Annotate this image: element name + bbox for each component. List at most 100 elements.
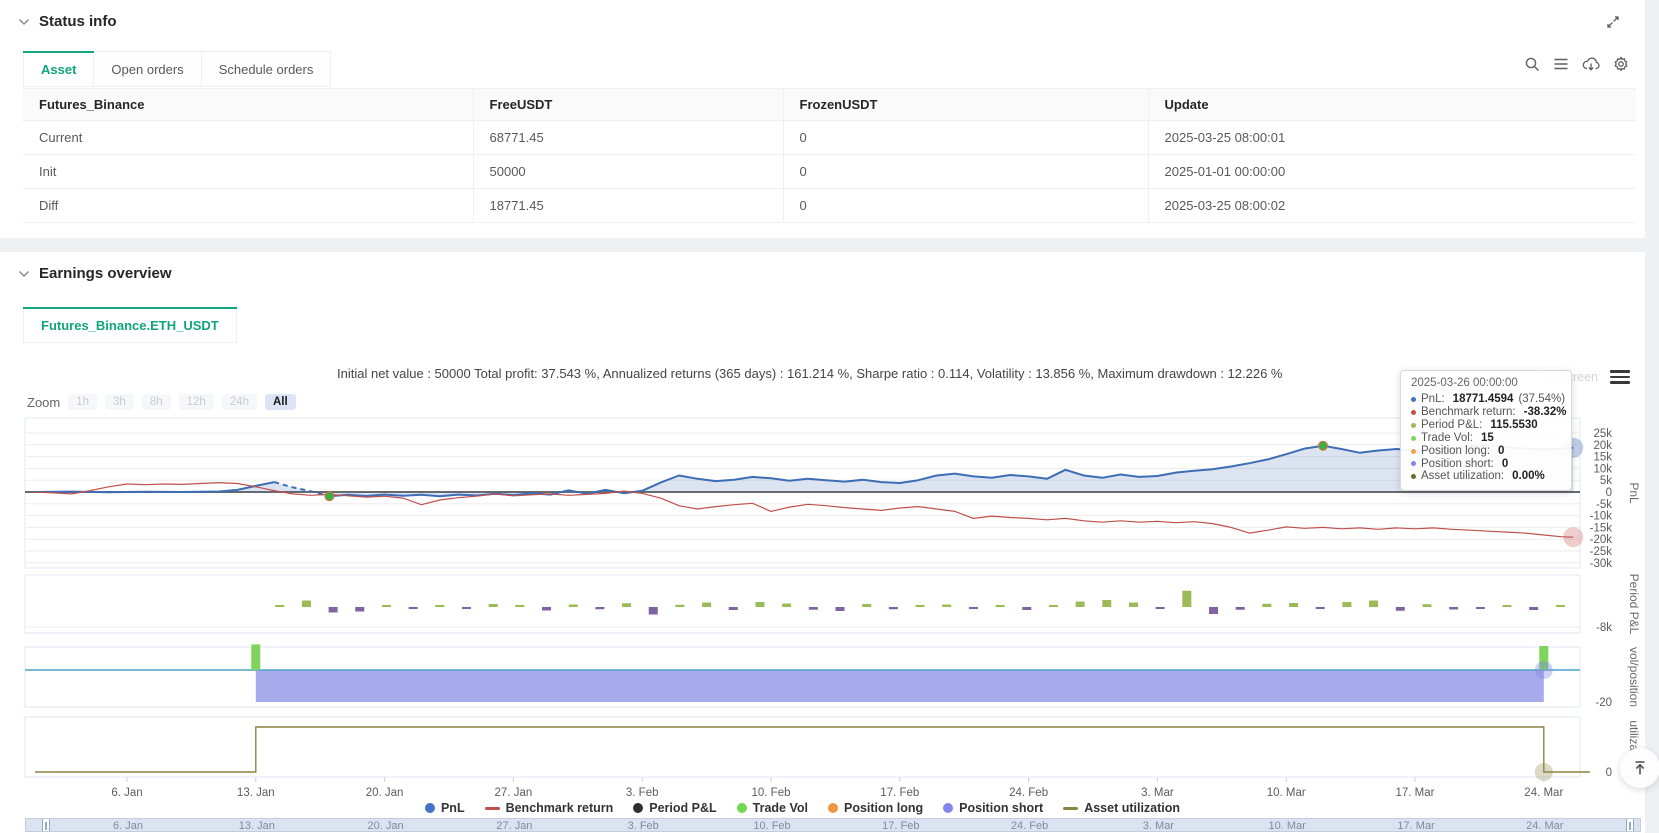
zoom-button-1h[interactable]: 1h [68,394,98,410]
legend-label: Position short [959,801,1044,815]
collapse-chevron-icon[interactable] [18,17,30,27]
datazoom-left-handle[interactable] [42,819,50,831]
legend-item-benchmark-return[interactable]: Benchmark return [484,801,613,815]
legend-marker [484,806,500,810]
asset-table: Futures_Binance FreeUSDT FrozenUSDT Update … [23,88,1636,223]
tooltip-date: 2025-03-26 00:00:00 [1411,377,1518,389]
datazoom-tick-label: 17. Mar [1397,820,1435,832]
expand-fullscreen-icon[interactable] [1605,14,1621,35]
legend-item-position-long[interactable]: Position long [827,801,923,815]
table-cell: 2025-01-01 00:00:00 [1148,154,1636,189]
earnings-tabs: Futures_Binance.ETH_USDT [23,307,237,343]
datazoom-tick-label: 10. Mar [1268,820,1306,832]
legend-item-trade-vol[interactable]: Trade Vol [736,801,808,815]
legend-marker [736,803,747,813]
svg-text:10. Mar: 10. Mar [1267,787,1306,799]
search-icon[interactable] [1524,56,1540,72]
zoom-button-12h[interactable]: 12h [178,394,214,410]
zoom-label: Zoom [27,394,61,410]
asset-table-head: Futures_Binance FreeUSDT FrozenUSDT Update [23,88,1636,121]
svg-text:25k: 25k [1593,428,1612,440]
tab-futures-binance-eth-usdt[interactable]: Futures_Binance.ETH_USDT [23,307,237,343]
tooltip-series-dot [1411,422,1416,428]
chart-summary-title: Initial net value : 50000 Total profit: … [337,366,1283,381]
tooltip-row: Period P&L: 115.5530 [1411,419,1561,432]
svg-text:0: 0 [1606,767,1612,779]
table-cell: Diff [23,188,474,223]
svg-text:10. Feb: 10. Feb [752,787,791,799]
tooltip-series-dot [1411,448,1416,454]
svg-text:-15k: -15k [1590,522,1613,534]
tooltip-row: Trade Vol: 15 [1411,432,1561,445]
table-cell[interactable]: Current [23,120,474,155]
svg-text:3. Feb: 3. Feb [626,787,659,799]
svg-text:10k: 10k [1593,463,1612,475]
status-info-panel: Status info Asset Open orders Schedule ord… [0,0,1645,238]
earnings-title: Earnings overview [39,265,172,282]
datazoom-tick-label: 3. Feb [627,820,659,832]
datazoom-right-handle[interactable] [1626,819,1634,831]
datazoom-slider[interactable]: 6. Jan 13. Jan 20. Jan 27. Jan 3. Feb 10. Feb… [25,818,1641,832]
earnings-overview-panel: Earnings overview Futures_Binance.ETH_US… [0,252,1645,833]
table-cell: 18771.45 [473,188,784,223]
column-header: FrozenUSDT [783,88,1149,121]
legend-label: Asset utilization [1084,801,1181,815]
zoom-button-24h[interactable]: 24h [221,394,257,410]
back-to-top-button[interactable] [1620,748,1659,788]
svg-text:20k: 20k [1593,440,1612,452]
svg-text:-5k: -5k [1596,499,1612,511]
tooltip-row: Asset utilization: 0.00% [1411,470,1561,483]
svg-text:-20: -20 [1595,697,1612,709]
datazoom-tick-label: 10. Feb [753,820,791,832]
zoom-button-all[interactable]: All [265,394,296,410]
column-header: Futures_Binance [23,88,474,121]
chart-menu-icon[interactable] [1610,370,1630,384]
chart-tooltip: 2025-03-26 00:00:00 PnL: 18771.4594 (37.5… [1400,370,1572,492]
cloud-download-icon[interactable] [1582,56,1600,72]
datazoom-tick-label: 13. Jan [238,820,275,832]
earnings-chart-svg[interactable]: 25k20k15k10k5k0-5k-10k-15k-20k-25k-30k-8… [0,405,1659,805]
datazoom-tick-label: 3. Mar [1142,820,1174,832]
svg-text:17. Mar: 17. Mar [1396,787,1435,799]
legend-label: Trade Vol [752,801,808,815]
density-menu-icon[interactable] [1553,56,1569,72]
table-cell: Init [23,154,474,189]
svg-text:-30k: -30k [1590,558,1613,570]
datazoom-tick-label: 6. Jan [113,820,143,832]
svg-text:24. Mar: 24. Mar [1524,787,1563,799]
legend-marker [424,803,435,813]
tooltip-series-dot [1411,396,1416,402]
svg-text:15k: 15k [1593,452,1612,464]
legend-marker [633,803,644,813]
status-info-header: Status info [18,13,117,30]
table-cell: 0 [783,188,1149,223]
tab-open-orders[interactable]: Open orders [94,51,202,87]
legend-item-asset-utilization[interactable]: Asset utilization [1063,801,1180,815]
legend-label: Period P&L [649,801,717,815]
svg-text:-8k: -8k [1596,622,1612,634]
tab-schedule-orders[interactable]: Schedule orders [201,51,332,87]
svg-text:-10k: -10k [1590,511,1613,523]
legend-item-period-p&l[interactable]: Period P&L [633,801,717,815]
legend-item-pnl[interactable]: PnL [424,801,465,815]
datazoom-tick-label: 20. Jan [367,820,404,832]
zoom-button-3h[interactable]: 3h [105,394,134,410]
datazoom-tick-label: 27. Jan [496,820,533,832]
tooltip-series-dot [1411,474,1416,480]
tab-asset[interactable]: Asset [23,51,95,87]
gear-icon[interactable] [1613,56,1629,72]
collapse-chevron-icon[interactable] [18,269,30,279]
svg-text:0: 0 [1606,487,1612,499]
svg-text:24. Feb: 24. Feb [1009,787,1048,799]
svg-text:-20k: -20k [1590,534,1613,546]
table-cell: 50000 [473,154,784,189]
svg-text:5k: 5k [1600,475,1612,487]
chart-legend: PnL Benchmark return Period P&L Trade Vol Po… [25,801,1580,815]
zoom-button-8h[interactable]: 8h [141,394,171,410]
svg-text:27. Jan: 27. Jan [495,787,533,799]
status-tabs: Asset Open orders Schedule orders [23,51,332,87]
legend-item-position-short[interactable]: Position short [943,801,1043,815]
legend-marker [943,803,954,813]
datazoom-tick-label: 24. Feb [1010,820,1049,832]
svg-text:PnL: PnL [1627,482,1641,504]
